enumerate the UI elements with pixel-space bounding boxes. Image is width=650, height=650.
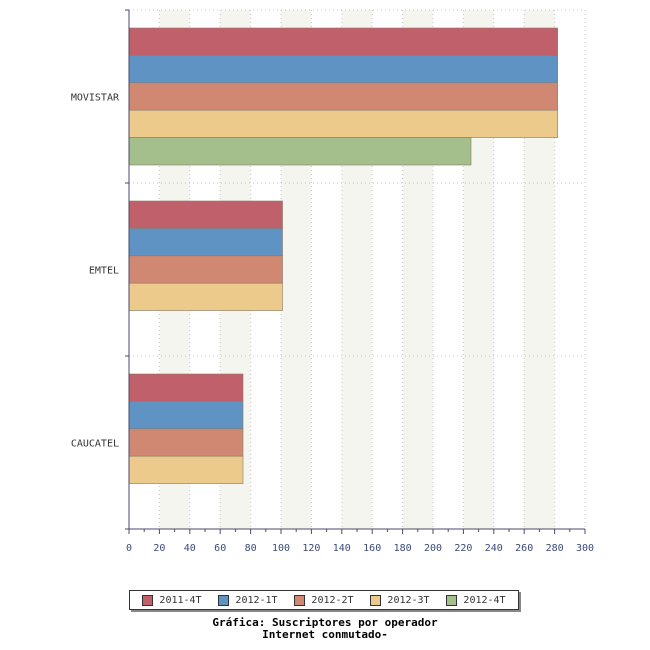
- legend-swatch: [370, 594, 382, 606]
- legend-label: 2012-4T: [463, 594, 506, 606]
- legend-item: 2012-3T: [370, 594, 430, 606]
- x-tick-label: 100: [272, 543, 290, 554]
- axes: [125, 9, 586, 534]
- chart-caption: Gráfica: Suscriptores por operador Inter…: [0, 617, 650, 641]
- bar: [128, 401, 244, 430]
- caption-line-2: Internet conmutado-: [262, 628, 388, 641]
- bar: [128, 55, 558, 84]
- x-tick-label: 240: [485, 543, 503, 554]
- x-tick-label: 180: [394, 543, 412, 554]
- x-tick-label: 200: [424, 543, 442, 554]
- legend-item: 2012-4T: [446, 594, 506, 606]
- caption-line-1: Gráfica: Suscriptores por operador: [212, 616, 438, 629]
- legend-label: 2011-4T: [159, 594, 202, 606]
- legend-swatch: [218, 594, 230, 606]
- bar: [128, 282, 283, 311]
- y-category-labels: MOVISTAR EMTEL CAUCATEL: [71, 93, 120, 450]
- x-tick-label: 60: [214, 543, 226, 554]
- y-category-label: CAUCATEL: [71, 439, 119, 450]
- legend-item: 2012-2T: [294, 594, 354, 606]
- legend-item: 2011-4T: [142, 594, 202, 606]
- bar: [128, 255, 283, 284]
- bars: [128, 27, 558, 484]
- x-tick-label: 40: [184, 543, 196, 554]
- x-tick-label: 0: [126, 543, 132, 554]
- bar: [128, 27, 558, 56]
- x-tick-label: 160: [363, 543, 381, 554]
- bar: [128, 428, 244, 457]
- legend-swatch: [142, 594, 154, 606]
- bar: [128, 109, 558, 138]
- legend-swatch: [446, 594, 458, 606]
- x-tick-label: 260: [515, 543, 533, 554]
- bar: [128, 137, 472, 166]
- bar: [128, 373, 244, 402]
- legend-swatch: [294, 594, 306, 606]
- x-tick-labels: 0 20 40 60 80 100 120 140 160 180 200 220 240 260 280 3…: [126, 543, 594, 554]
- legend-label: 2012-1T: [235, 594, 278, 606]
- x-tick-label: 80: [245, 543, 257, 554]
- x-tick-label: 300: [576, 543, 594, 554]
- y-category-label: MOVISTAR: [71, 93, 120, 104]
- legend-label: 2012-2T: [311, 594, 354, 606]
- x-tick-label: 220: [454, 543, 472, 554]
- legend-item: 2012-1T: [218, 594, 278, 606]
- x-tick-label: 120: [302, 543, 320, 554]
- bar: [128, 228, 283, 257]
- x-tick-label: 20: [153, 543, 165, 554]
- legend: 2011-4T 2012-1T 2012-2T 2012-3T 2012-4T: [129, 590, 519, 610]
- y-category-label: EMTEL: [89, 266, 119, 277]
- bar: [128, 82, 558, 111]
- bar: [128, 455, 244, 484]
- x-tick-label: 280: [546, 543, 564, 554]
- bar: [128, 200, 283, 229]
- legend-label: 2012-3T: [387, 594, 430, 606]
- x-tick-label: 140: [333, 543, 351, 554]
